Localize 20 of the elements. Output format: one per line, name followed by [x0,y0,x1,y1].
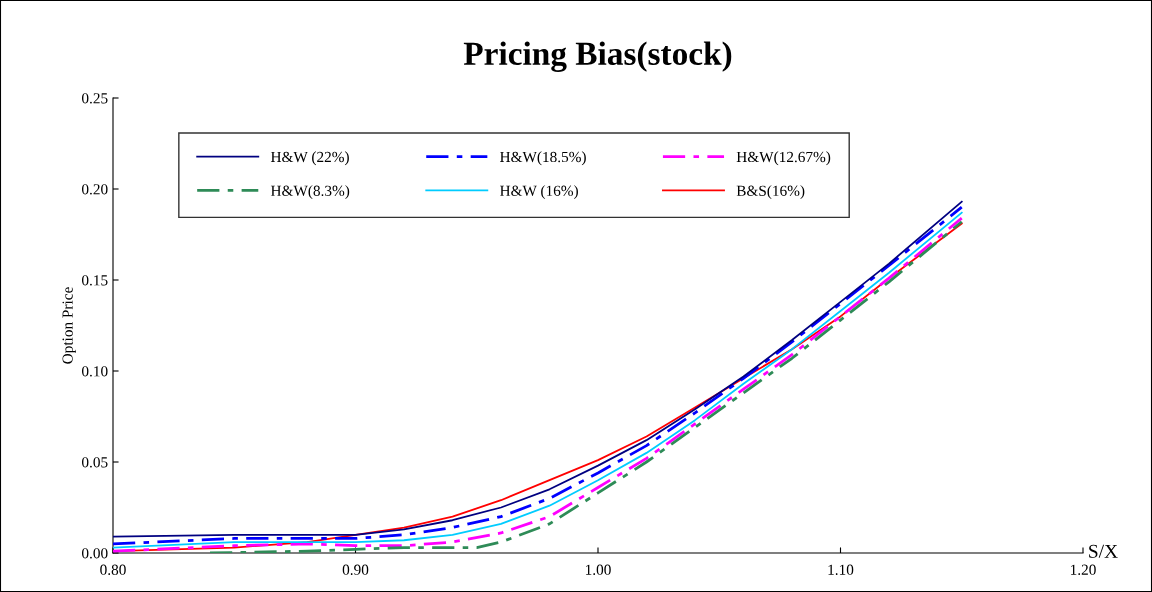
x-axis-title: S/X [1089,544,1118,558]
x-tick-label: 0.80 [100,564,126,575]
x-tick-label: 1.20 [1070,564,1096,575]
x-tick-label: 0.90 [342,564,369,575]
y-tick-label: 0.20 [81,184,108,195]
x-tick-label: 1.10 [828,564,854,575]
legend-label: H&W(12.67%) [736,151,831,166]
chart-title: Pricing Bias(stock) [463,41,732,73]
legend-label: H&W(8.3%) [270,185,350,200]
y-tick-label: 0.10 [81,366,108,377]
legend-label: H&W(18.5%) [500,151,586,166]
y-tick-label: 0.25 [81,93,108,104]
legend-label: H&W (22%) [270,151,349,166]
x-tick-label: 1.00 [585,564,611,575]
y-axis-title: Option Price [62,287,76,364]
legend-label: H&W (16%) [500,185,578,200]
y-tick-label: 0.05 [81,457,108,468]
y-tick-label: 0.15 [81,275,108,286]
legend-label: B&S(16%) [736,185,805,200]
y-tick-label: 0.00 [81,548,108,559]
